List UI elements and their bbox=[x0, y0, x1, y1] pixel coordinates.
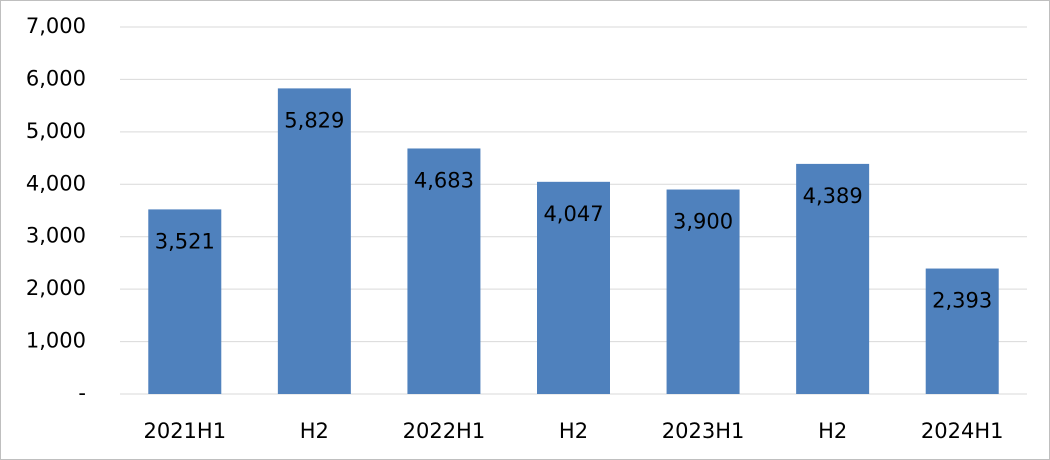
x-tick-label: 2024H1 bbox=[921, 419, 1004, 443]
data-label: 4,047 bbox=[543, 202, 603, 226]
data-label: 4,389 bbox=[803, 184, 863, 208]
data-label: 3,521 bbox=[155, 229, 215, 253]
data-label: 4,683 bbox=[414, 168, 474, 192]
data-label: 2,393 bbox=[932, 289, 992, 313]
bar bbox=[796, 163, 870, 394]
y-tick-label: 6,000 bbox=[26, 66, 86, 90]
x-tick-label: 2023H1 bbox=[662, 419, 745, 443]
x-tick-label: H2 bbox=[818, 419, 847, 443]
x-tick-label: H2 bbox=[300, 419, 329, 443]
y-tick-label: 3,000 bbox=[26, 224, 86, 248]
bar bbox=[666, 189, 740, 394]
y-tick-label: 2,000 bbox=[26, 276, 86, 300]
y-tick-label: 5,000 bbox=[26, 119, 86, 143]
x-tick-label: 2021H1 bbox=[143, 419, 226, 443]
data-label: 5,829 bbox=[284, 108, 344, 132]
bar bbox=[277, 88, 351, 394]
bar bbox=[925, 268, 999, 394]
bar bbox=[148, 209, 222, 394]
y-tick-label: 7,000 bbox=[26, 14, 86, 38]
y-tick-label: 1,000 bbox=[26, 329, 86, 353]
y-tick-label: - bbox=[78, 381, 86, 405]
bar bbox=[537, 181, 610, 394]
x-tick-label: 2022H1 bbox=[403, 419, 486, 443]
data-label: 3,900 bbox=[673, 210, 733, 234]
bar bbox=[407, 148, 481, 394]
y-tick-label: 4,000 bbox=[26, 171, 86, 195]
x-tick-label: H2 bbox=[559, 419, 588, 443]
